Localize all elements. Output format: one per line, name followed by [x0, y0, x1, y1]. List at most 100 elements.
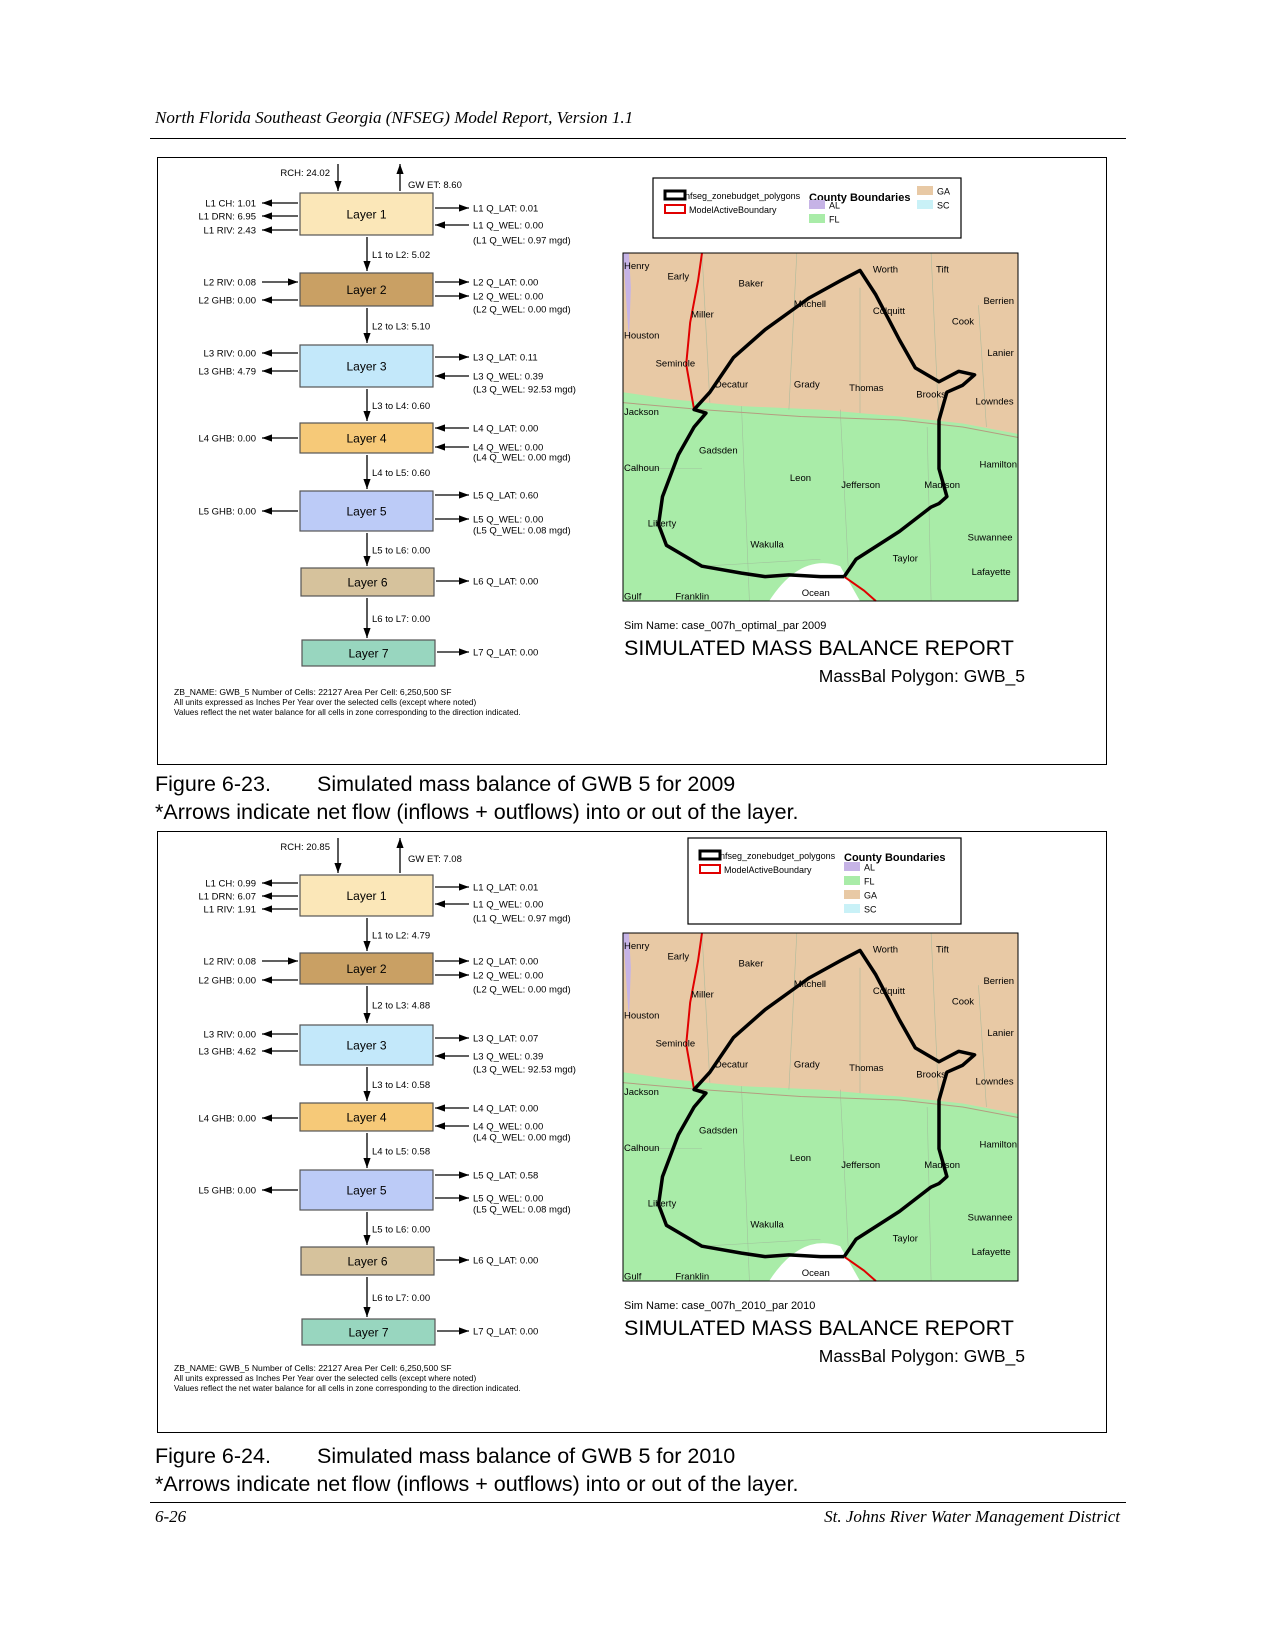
county-label: Liberty: [648, 518, 677, 529]
state-swatch: [809, 214, 825, 223]
arrow-head: [435, 372, 445, 380]
arrow-head: [435, 221, 445, 229]
county-line: [701, 558, 821, 567]
county-legend-title: County Boundaries: [844, 852, 945, 864]
county-line: [741, 406, 750, 602]
arrow-icon: [363, 598, 371, 638]
arrow-icon: [436, 577, 469, 585]
county-line: [701, 932, 711, 1083]
arrow-icon: [435, 971, 469, 979]
right-flow-label: L3 Q_WEL: 0.39: [473, 372, 543, 383]
arrow-head: [459, 1256, 469, 1264]
right-flow-label: (L3 Q_WEL: 92.53 mgd): [473, 385, 576, 396]
arrow-head: [363, 1235, 371, 1245]
left-flow-label: L1 RIV: 2.43: [204, 226, 256, 237]
county-label: Suwannee: [968, 1212, 1013, 1223]
arrow-icon: [437, 1327, 469, 1335]
arrow-head: [363, 1307, 371, 1317]
boundary-legend-label: ModelActiveBoundary: [724, 865, 812, 875]
interlayer-flow: L1 to L2: 4.79: [372, 931, 430, 942]
layer-3-box: [299, 344, 434, 388]
page-number: 6-26: [155, 1507, 187, 1526]
active-boundary: [843, 1255, 877, 1282]
arrow-icon: [435, 1052, 469, 1060]
polygon-swatch: [663, 189, 687, 201]
left-flow-label: L4 GHB: 0.00: [198, 434, 256, 445]
map-legend: nfseg_zonebudget_polygons ModelActiveBoun…: [652, 177, 962, 239]
gwet-label: GW ET: 7.08: [408, 854, 462, 865]
right-flow-label: L2 Q_LAT: 0.00: [473, 278, 538, 289]
zone-note: Values reflect the net water balance for…: [174, 1384, 521, 1393]
layer-6-box: [300, 1246, 435, 1276]
arrow-icon: [435, 1122, 469, 1130]
map-frame: [622, 932, 1019, 1282]
county-label: Early: [667, 951, 689, 962]
arrow-icon: [435, 515, 469, 523]
right-flow-label: L5 Q_LAT: 0.60: [473, 491, 538, 502]
arrow-icon: [262, 905, 298, 913]
interlayer-flow: L5 to L6: 0.00: [372, 546, 430, 557]
county-label: Houston: [624, 1011, 659, 1022]
right-flow-label: L1 Q_LAT: 0.01: [473, 204, 538, 215]
massbal-polygon: MassBal Polygon: GWB_5: [819, 666, 1025, 687]
county-label: Lanier: [987, 348, 1013, 359]
county-label: Worth: [873, 264, 898, 275]
county-label: Miller: [691, 990, 714, 1001]
left-flow-label: L3 GHB: 4.62: [198, 1047, 256, 1058]
arrow-icon: [435, 221, 469, 229]
layer-1-box: [299, 192, 434, 236]
left-flow-label: L2 GHB: 0.00: [198, 976, 256, 987]
arrow-icon: [262, 212, 298, 220]
arrow-head: [459, 957, 469, 965]
map-legend: nfseg_zonebudget_polygons ModelActiveBoun…: [687, 837, 962, 925]
layer-5-label: Layer 5: [346, 1184, 386, 1198]
right-flow-label: L2 Q_WEL: 0.00: [473, 971, 543, 982]
right-flow-label: (L2 Q_WEL: 0.00 mgd): [473, 305, 571, 316]
county-label: Brooks: [916, 390, 946, 401]
arrow-icon: [435, 957, 469, 965]
county-label: Franklin: [675, 592, 709, 603]
arrow-head: [262, 1030, 272, 1038]
layer-4-box: [299, 1102, 434, 1132]
county-label: Cook: [952, 997, 974, 1008]
county-label: Seminole: [656, 358, 696, 369]
right-flow-label: (L5 Q_WEL: 0.08 mgd): [473, 1205, 571, 1216]
caption-number: Figure 6-23.: [155, 772, 271, 796]
active-boundary: [685, 252, 703, 410]
layer-7-label: Layer 7: [348, 1326, 388, 1340]
arrow-icon: [363, 1212, 371, 1245]
arrow-head: [459, 491, 469, 499]
arrow-head: [459, 1194, 469, 1202]
county-label: Cook: [952, 317, 974, 328]
report-title: SIMULATED MASS BALANCE REPORT: [624, 636, 1014, 660]
county-label: Thomas: [849, 383, 884, 394]
arrow-icon: [435, 1034, 469, 1042]
county-label: Leon: [790, 1153, 811, 1164]
arrow-icon: [363, 1277, 371, 1317]
arrow-head: [288, 957, 298, 965]
layer-1-label: Layer 1: [346, 889, 386, 903]
state-swatch: [917, 186, 933, 195]
arrow-head: [334, 181, 342, 191]
arrow-icon: [435, 278, 469, 286]
county-label: Tift: [936, 944, 949, 955]
arrow-head: [363, 411, 371, 421]
interlayer-flow: L3 to L4: 0.58: [372, 1080, 430, 1091]
arrow-head: [396, 838, 404, 848]
county-label: Madison: [924, 1160, 960, 1171]
arrow-head: [262, 349, 272, 357]
arrow-head: [363, 333, 371, 343]
county-label: Decatur: [715, 1059, 748, 1070]
arrow-head: [363, 941, 371, 951]
right-flow-label: L2 Q_LAT: 0.00: [473, 957, 538, 968]
right-flow-label: (L2 Q_WEL: 0.00 mgd): [473, 985, 571, 996]
flow-diagram: RCH: 24.02 GW ET: 8.60 Layer 1 L1 to L2: 5.…: [174, 164, 576, 717]
legend-box: [652, 177, 962, 239]
county-label: Gulf: [624, 592, 642, 603]
arrow-icon: [363, 1067, 371, 1101]
polygon-swatch: [698, 849, 722, 861]
arrow-icon: [435, 372, 469, 380]
county-label: Baker: [739, 958, 764, 969]
layer-2-box: [299, 952, 434, 985]
left-flow-label: L4 GHB: 0.00: [198, 1114, 256, 1125]
